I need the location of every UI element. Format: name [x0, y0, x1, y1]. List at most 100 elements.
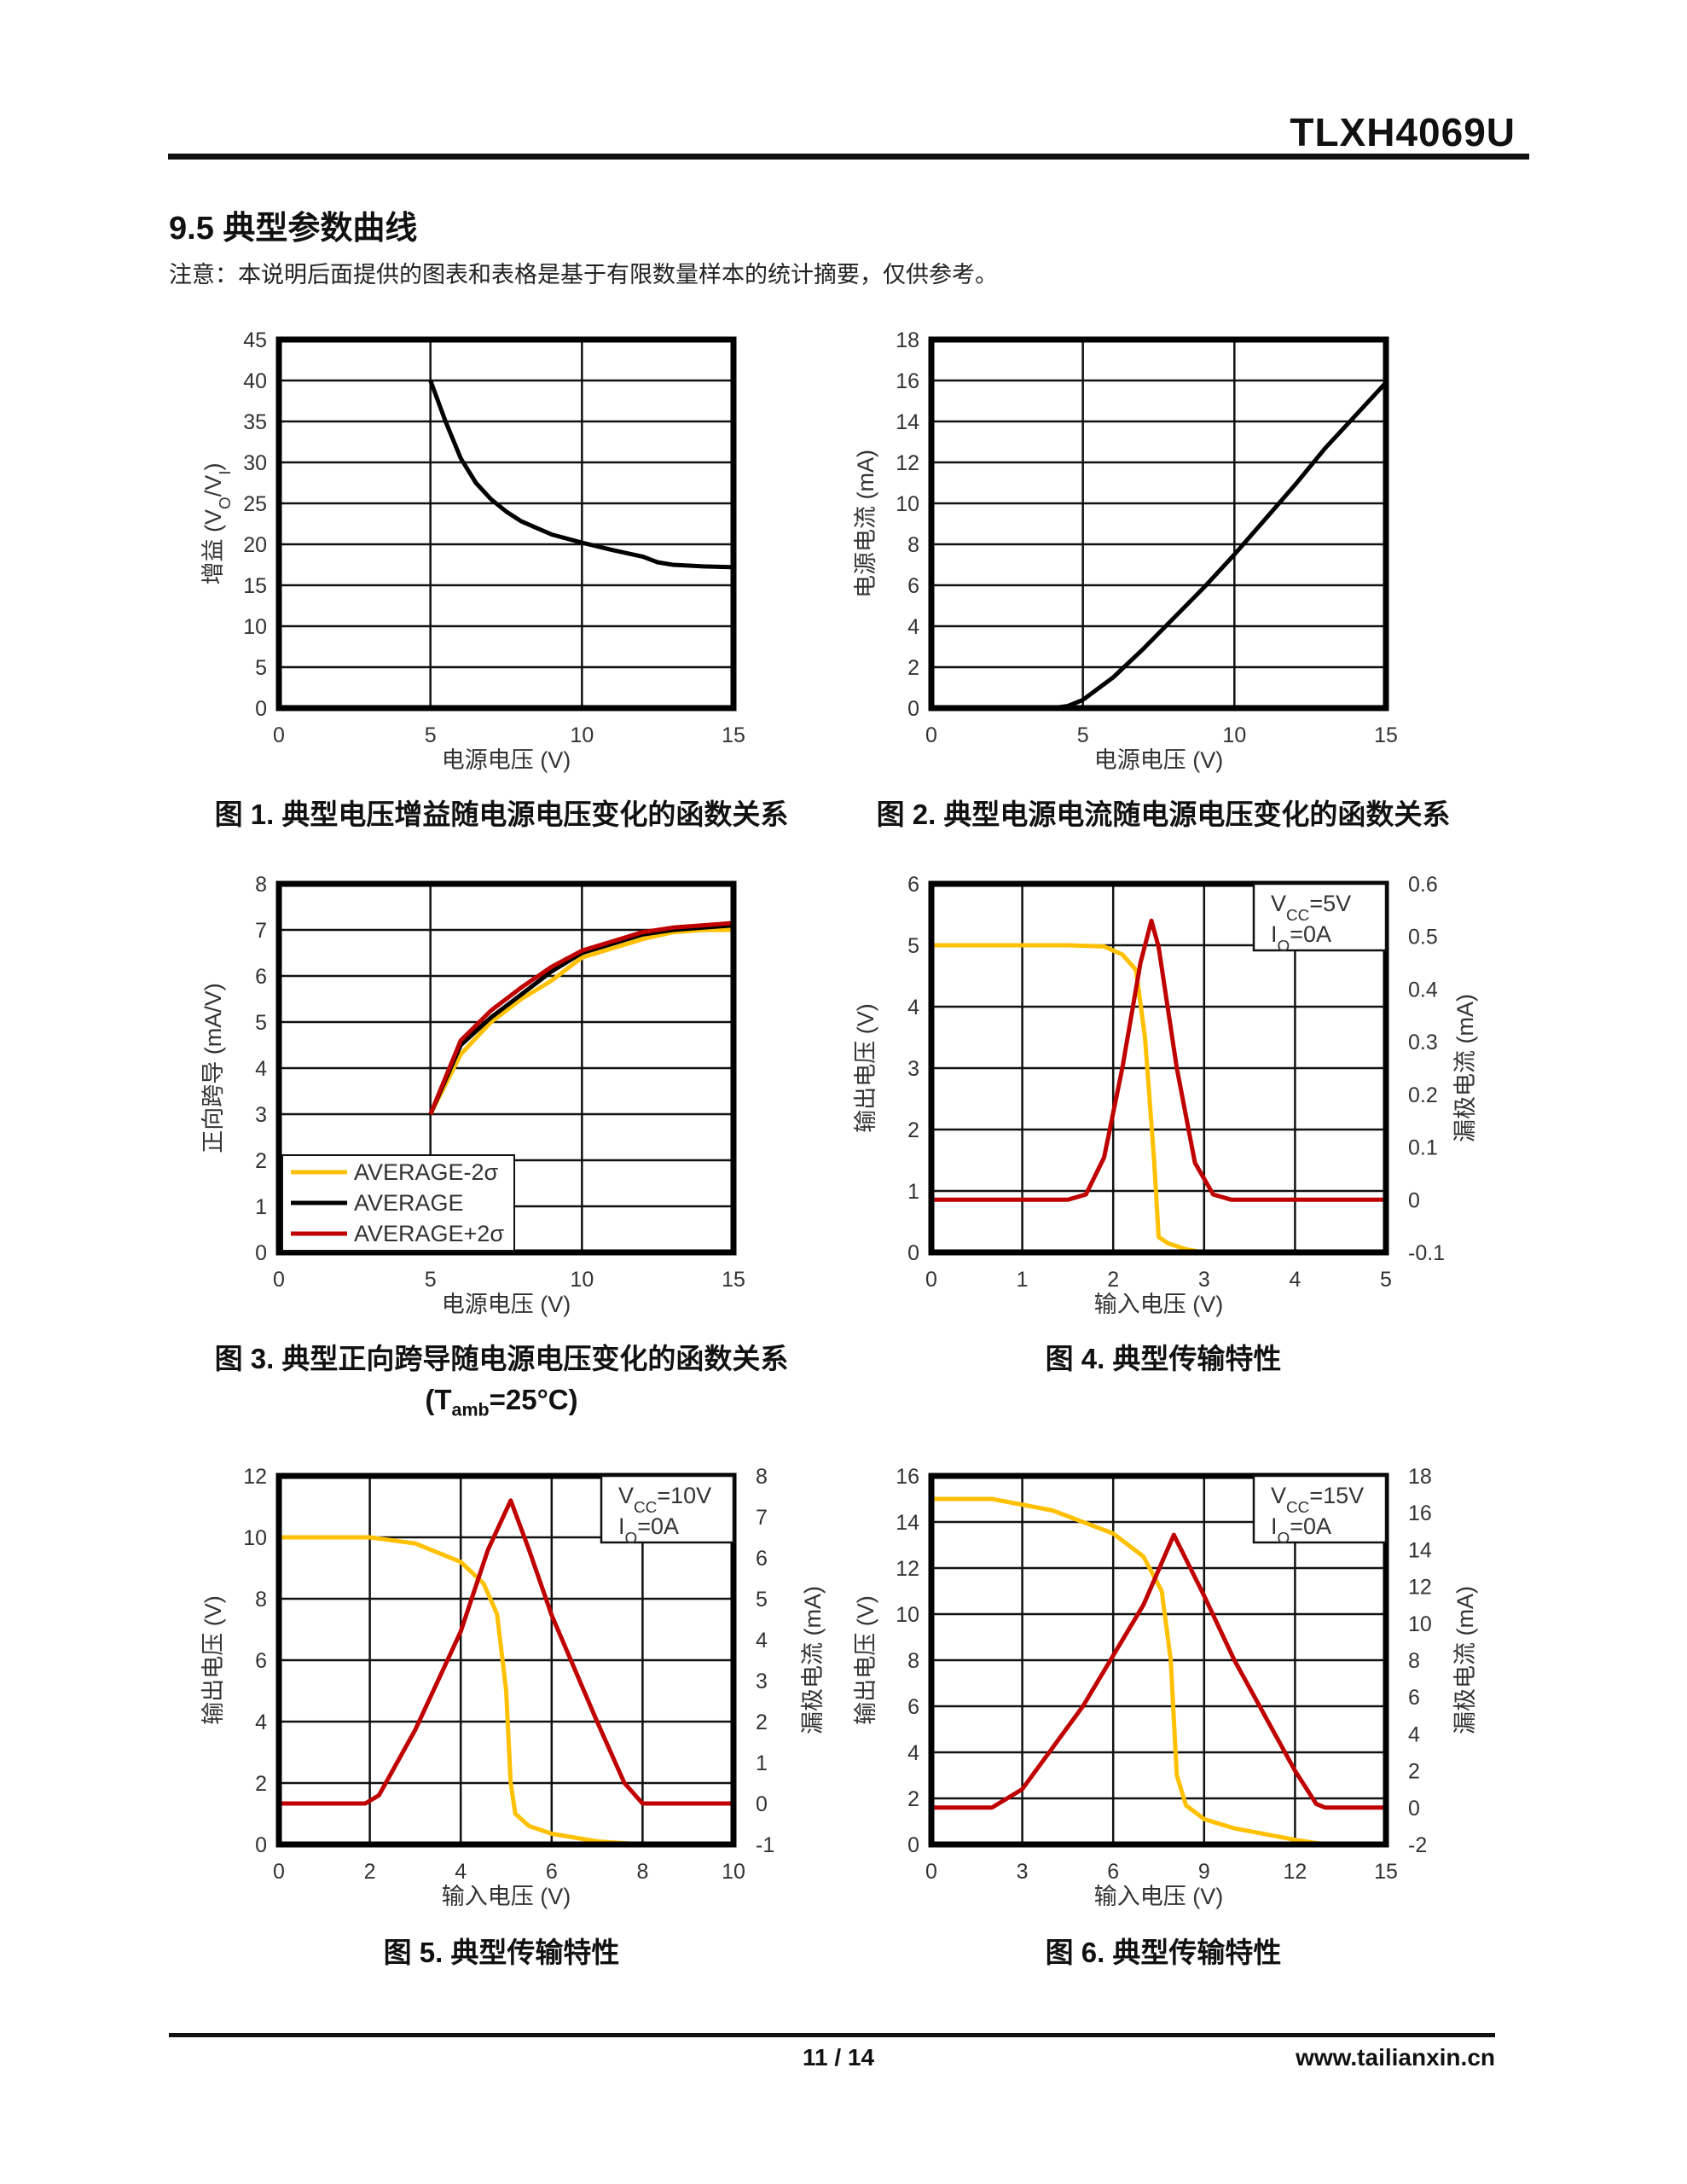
condition-subscript: amb [451, 1399, 490, 1420]
y-tick-label: 4 [907, 615, 919, 639]
y-tick-label: 6 [255, 1649, 267, 1673]
y2-tick-label: 0.6 [1408, 873, 1438, 897]
condition-box [1252, 1474, 1388, 1544]
y-tick-label: 0 [255, 697, 267, 721]
y-tick-label: 25 [243, 492, 267, 516]
legend-label: AVERAGE+2σ [354, 1221, 504, 1246]
y-tick-label: 10 [896, 1603, 919, 1627]
y2-tick-label: 14 [1408, 1538, 1432, 1562]
y-tick-label: 10 [243, 1526, 267, 1550]
y-tick-label: 3 [907, 1057, 919, 1081]
y2-tick-label: -2 [1408, 1833, 1427, 1857]
y-tick-label: 0 [907, 1241, 919, 1265]
y2-tick-label: 2 [756, 1711, 768, 1734]
y-axis-label: 电源电流 (mA) [853, 450, 878, 598]
y2-tick-label: 1 [756, 1751, 768, 1775]
y2-tick-label: -0.1 [1408, 1241, 1445, 1265]
condition-text: VCC=15V [1271, 1483, 1364, 1517]
plot-frame [275, 880, 737, 1256]
y-tick-label: 7 [255, 919, 267, 943]
y-tick-label: 8 [907, 533, 919, 557]
y2-tick-label: 5 [756, 1588, 768, 1612]
subscript: O [625, 1530, 638, 1548]
x-tick-label: 6 [546, 1860, 558, 1884]
y-tick-label: 16 [896, 1465, 919, 1489]
y2-tick-label: 18 [1408, 1465, 1432, 1489]
x-tick-label: 0 [273, 723, 285, 747]
x-tick-label: 15 [1374, 723, 1398, 747]
header-rule [168, 154, 1529, 160]
condition-text: VCC=10V [618, 1483, 711, 1517]
text-part: =0A [637, 1513, 679, 1539]
series-line-average-2- [428, 927, 733, 1116]
y2-tick-label: 6 [1408, 1686, 1420, 1710]
condition-text: IO=0A [618, 1513, 679, 1548]
section-title: 9.5 典型参数曲线 [169, 211, 418, 247]
y-tick-label: 0 [907, 1833, 919, 1857]
chart-gain-vs-supply: 0 5 10 15 0 5 10 15 20 25 30 35 40 45 电源电压 (V) 增益 (VO/V… [200, 328, 745, 773]
subscript: CC [1286, 1499, 1309, 1517]
y-tick-label: 2 [907, 1787, 919, 1811]
series-line-drain-current [931, 918, 1386, 1202]
x-tick-label: 10 [570, 1268, 594, 1292]
text-part: 输出电压 (V) [853, 1595, 878, 1725]
chart-transfer-10v: 0 2 4 6 8 10024681012-1012345678VCC=10VIO=0A输… [200, 1465, 826, 1909]
y-axis-label: 输出电压 (V) [200, 1595, 226, 1725]
text-part: 输出电压 (V) [200, 1595, 226, 1725]
y2-tick-label: 8 [1408, 1649, 1420, 1673]
x-axis-label: 输入电压 (V) [1094, 1292, 1224, 1317]
legend-label: AVERAGE-2σ [354, 1159, 499, 1185]
y2-tick-label: 4 [756, 1629, 768, 1653]
text-part: 电源电压 (V) [442, 747, 571, 773]
x-axis-label: 电源电压 (V) [442, 747, 571, 773]
figure-5-caption: 图 5. 典型传输特性 [383, 1937, 620, 1968]
text-part: /V [200, 475, 226, 497]
series-line-drain-current [931, 1532, 1386, 1810]
x-tick-label: 4 [455, 1860, 467, 1884]
series-line-gain [428, 380, 734, 570]
series-line-drain-current [279, 1498, 733, 1806]
x-tick-label: 0 [925, 1860, 937, 1884]
x-tick-label: 10 [1222, 723, 1246, 747]
y-tick-label: 6 [907, 1695, 919, 1719]
series-line-average-2- [428, 921, 734, 1115]
text-part: =15V [1309, 1483, 1364, 1508]
condition-text: =25°C) [489, 1384, 578, 1415]
x-tick-label: 2 [364, 1860, 376, 1884]
y-tick-label: 12 [896, 1557, 919, 1581]
y-tick-label: 0 [255, 1833, 267, 1857]
y-tick-label: 2 [907, 656, 919, 680]
y2-tick-label: 0.3 [1408, 1031, 1438, 1054]
y2-tick-label: 16 [1408, 1502, 1432, 1525]
plot-frame [928, 1472, 1389, 1848]
y-tick-label: 5 [907, 934, 919, 958]
text-part: I [1271, 1513, 1278, 1539]
x-tick-label: 8 [636, 1860, 648, 1884]
text-part: I [618, 1513, 625, 1539]
text-part: 增益 (V [200, 509, 226, 585]
subscript: O [217, 497, 235, 509]
chart-transconductance-vs-supply: 0 5 10 15 0 1 2 3 4 5 6 7 8 AVERAGE-2σ AVERAGE AVERAGE+… [200, 873, 745, 1317]
chart-transfer-15v: 0 3 6 9 12 15 0 2 4 6 8 10 12 14 16 -2 0 2 4 6 8 10 12 14 16 18 VC… [853, 1465, 1478, 1909]
y-tick-label: 45 [243, 328, 267, 352]
y-tick-label: 6 [907, 873, 919, 897]
y2-tick-label: 10 [1408, 1612, 1432, 1636]
x-tick-label: 10 [570, 723, 594, 747]
y2-tick-label: 4 [1408, 1722, 1420, 1746]
y-tick-label: 14 [896, 410, 919, 434]
y-tick-label: 2 [907, 1118, 919, 1142]
website-link[interactable]: www.tailianxin.cn [1296, 2044, 1495, 2071]
y-axis-label: 输出电压 (V) [853, 1003, 878, 1133]
series-line-supply-current [931, 380, 1388, 711]
text-part: =0A [1290, 921, 1331, 947]
y2-axis-label: 漏极电流 (mA) [1452, 1586, 1478, 1734]
x-tick-label: 10 [722, 1860, 745, 1884]
y2-tick-label: -1 [756, 1833, 774, 1857]
text-part: =0A [1290, 1513, 1331, 1539]
y2-axis-label: 漏极电流 (mA) [1452, 994, 1478, 1142]
x-axis-label: 电源电压 (V) [442, 1292, 571, 1317]
y2-tick-label: 8 [756, 1465, 768, 1489]
y2-tick-label: 0.5 [1408, 926, 1438, 950]
x-tick-label: 15 [1374, 1860, 1398, 1884]
condition-text: VCC=5V [1271, 891, 1351, 925]
